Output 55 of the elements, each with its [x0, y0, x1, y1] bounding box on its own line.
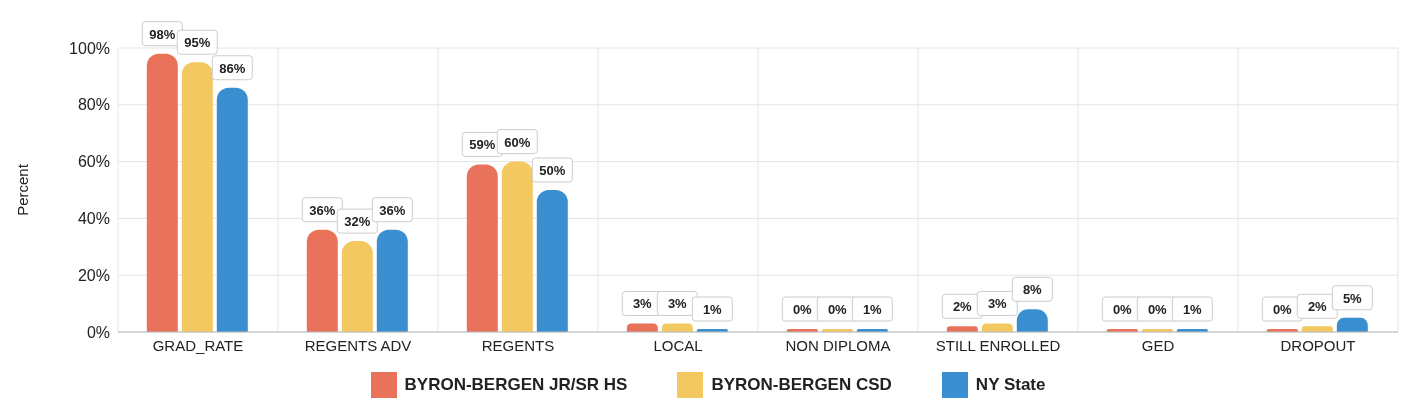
bar — [146, 53, 178, 332]
data-label: 0% — [827, 302, 848, 317]
data-label: 0% — [792, 302, 813, 317]
data-label: 3% — [632, 296, 653, 312]
bar — [981, 323, 1013, 332]
y-tick-label: 60% — [77, 153, 110, 171]
y-axis-title: Percent — [14, 163, 32, 216]
x-tick-label: STILL ENROLLED — [935, 336, 1061, 354]
x-tick-label: GRAD_RATE — [152, 336, 244, 354]
data-label: 8% — [1022, 282, 1043, 298]
data-label: 1% — [862, 302, 883, 317]
data-label: 32% — [344, 214, 371, 230]
data-label: 5% — [1342, 290, 1363, 306]
data-label: 2% — [1307, 299, 1328, 315]
data-label: 0% — [1147, 302, 1168, 317]
x-tick-label: NON DIPLOMA — [785, 336, 891, 354]
bar — [661, 323, 693, 332]
y-tick-label: 20% — [77, 266, 110, 284]
bar — [501, 161, 533, 332]
data-label: 2% — [952, 299, 973, 315]
data-label: 1% — [702, 302, 723, 317]
legend-label: BYRON-BERGEN JR/SR HS — [404, 375, 628, 395]
bar — [536, 190, 568, 332]
bar — [1336, 317, 1368, 332]
y-tick-label: 0% — [86, 323, 110, 341]
data-label: 0% — [1272, 302, 1293, 317]
data-label: 3% — [987, 296, 1008, 312]
data-label: 36% — [309, 202, 336, 218]
data-label: 59% — [469, 137, 496, 153]
bar — [216, 87, 248, 332]
y-tick-label: 100% — [69, 39, 110, 57]
x-tick-label: LOCAL — [653, 336, 703, 354]
legend-label: NY State — [975, 375, 1046, 395]
data-label: 36% — [379, 202, 406, 218]
x-tick-label: REGENTS ADV — [304, 336, 412, 354]
x-tick-label: REGENTS — [481, 336, 555, 354]
x-tick-label: DROPOUT — [1280, 336, 1356, 354]
bar — [626, 323, 658, 332]
data-label: 0% — [1112, 302, 1133, 317]
bar — [181, 62, 213, 332]
data-label: 86% — [219, 60, 246, 76]
data-label: 50% — [539, 163, 566, 178]
bar — [466, 164, 498, 332]
data-label: 1% — [1182, 302, 1203, 317]
bar — [376, 229, 408, 332]
data-label: 3% — [667, 296, 688, 312]
bar — [341, 241, 373, 332]
legend-label: BYRON-BERGEN CSD — [711, 375, 892, 395]
data-label: 98% — [149, 26, 176, 42]
y-tick-label: 40% — [77, 210, 110, 228]
data-label: 60% — [504, 134, 531, 150]
data-label: 95% — [184, 35, 211, 51]
x-tick-label: GED — [1141, 336, 1175, 354]
y-tick-label: 80% — [77, 96, 110, 114]
bar — [306, 229, 338, 332]
